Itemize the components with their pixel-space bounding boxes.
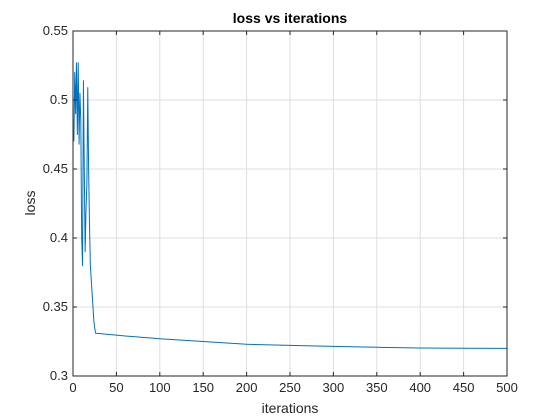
x-tick-label: 400	[409, 380, 431, 395]
x-tick-label: 100	[149, 380, 171, 395]
x-axis-label: iterations	[262, 400, 319, 416]
y-tick-label: 0.55	[43, 23, 68, 38]
x-tick-label: 500	[496, 380, 518, 395]
y-tick-label: 0.4	[50, 230, 68, 245]
y-axis-label: loss	[22, 191, 38, 216]
y-tick-label: 0.35	[43, 299, 68, 314]
x-tick-label: 350	[366, 380, 388, 395]
x-tick-label: 200	[236, 380, 258, 395]
loss-series-line	[73, 62, 508, 349]
x-tick-label: 450	[453, 380, 475, 395]
tick-labels: 0 50 100 150 200 250 300 350 400 450 500 0.3 0.35 0.4…	[43, 23, 518, 395]
x-tick-label: 50	[109, 380, 123, 395]
y-tick-label: 0.5	[50, 92, 68, 107]
x-tick-label: 150	[192, 380, 214, 395]
x-tick-label: 300	[323, 380, 345, 395]
chart-title: loss vs iterations	[233, 10, 348, 26]
ticks	[72, 30, 508, 377]
y-tick-label: 0.3	[50, 368, 68, 383]
series-layer	[73, 62, 508, 349]
y-tick-label: 0.45	[43, 161, 68, 176]
x-tick-label: 0	[69, 380, 76, 395]
x-tick-label: 250	[279, 380, 301, 395]
